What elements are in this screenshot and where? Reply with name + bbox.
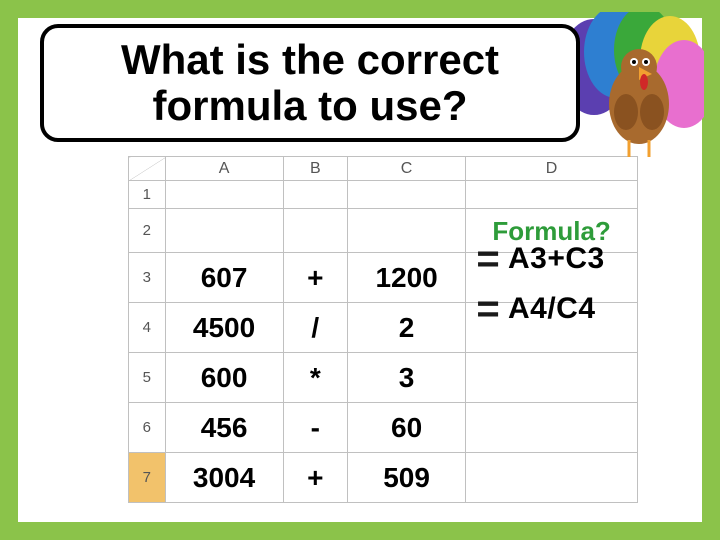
cell-a4: 4500 — [165, 303, 283, 353]
cell-c3: 1200 — [348, 253, 466, 303]
table-row: 6 456 - 60 — [129, 403, 638, 453]
cell-b6: - — [283, 403, 347, 453]
row-header: 1 — [129, 181, 166, 209]
cell-c6: 60 — [348, 403, 466, 453]
row-header: 7 — [129, 453, 166, 503]
cell-b5: * — [283, 353, 347, 403]
equals-sign: = — [468, 239, 508, 279]
cell-c5: 3 — [348, 353, 466, 403]
cell-a6: 456 — [165, 403, 283, 453]
row-header: 6 — [129, 403, 166, 453]
row-header: 3 — [129, 253, 166, 303]
answer-formula-1: A3+C3 — [508, 242, 605, 276]
equals-sign: = — [468, 289, 508, 329]
row-header: 2 — [129, 209, 166, 253]
corner-cell — [129, 157, 166, 181]
col-header-c: C — [348, 157, 466, 181]
answer-row: = A4/C4 — [468, 284, 605, 334]
row-header: 4 — [129, 303, 166, 353]
table-row-active: 7 3004 + 509 — [129, 453, 638, 503]
table-row: 1 — [129, 181, 638, 209]
table-row: 5 600 * 3 — [129, 353, 638, 403]
cell-c4: 2 — [348, 303, 466, 353]
question-bubble: What is the correct formula to use? — [40, 24, 580, 142]
answer-formula-2: A4/C4 — [508, 292, 596, 326]
col-header-a: A — [165, 157, 283, 181]
answers-overlay: = A3+C3 = A4/C4 — [468, 234, 605, 334]
cell-a3: 607 — [165, 253, 283, 303]
cell-a5: 600 — [165, 353, 283, 403]
answer-row: = A3+C3 — [468, 234, 605, 284]
cell-c7: 509 — [348, 453, 466, 503]
cell-b4: / — [283, 303, 347, 353]
question-text: What is the correct formula to use? — [44, 37, 576, 129]
cell-a7: 3004 — [165, 453, 283, 503]
row-header: 5 — [129, 353, 166, 403]
cell-b7: + — [283, 453, 347, 503]
cell-b3: + — [283, 253, 347, 303]
col-header-b: B — [283, 157, 347, 181]
